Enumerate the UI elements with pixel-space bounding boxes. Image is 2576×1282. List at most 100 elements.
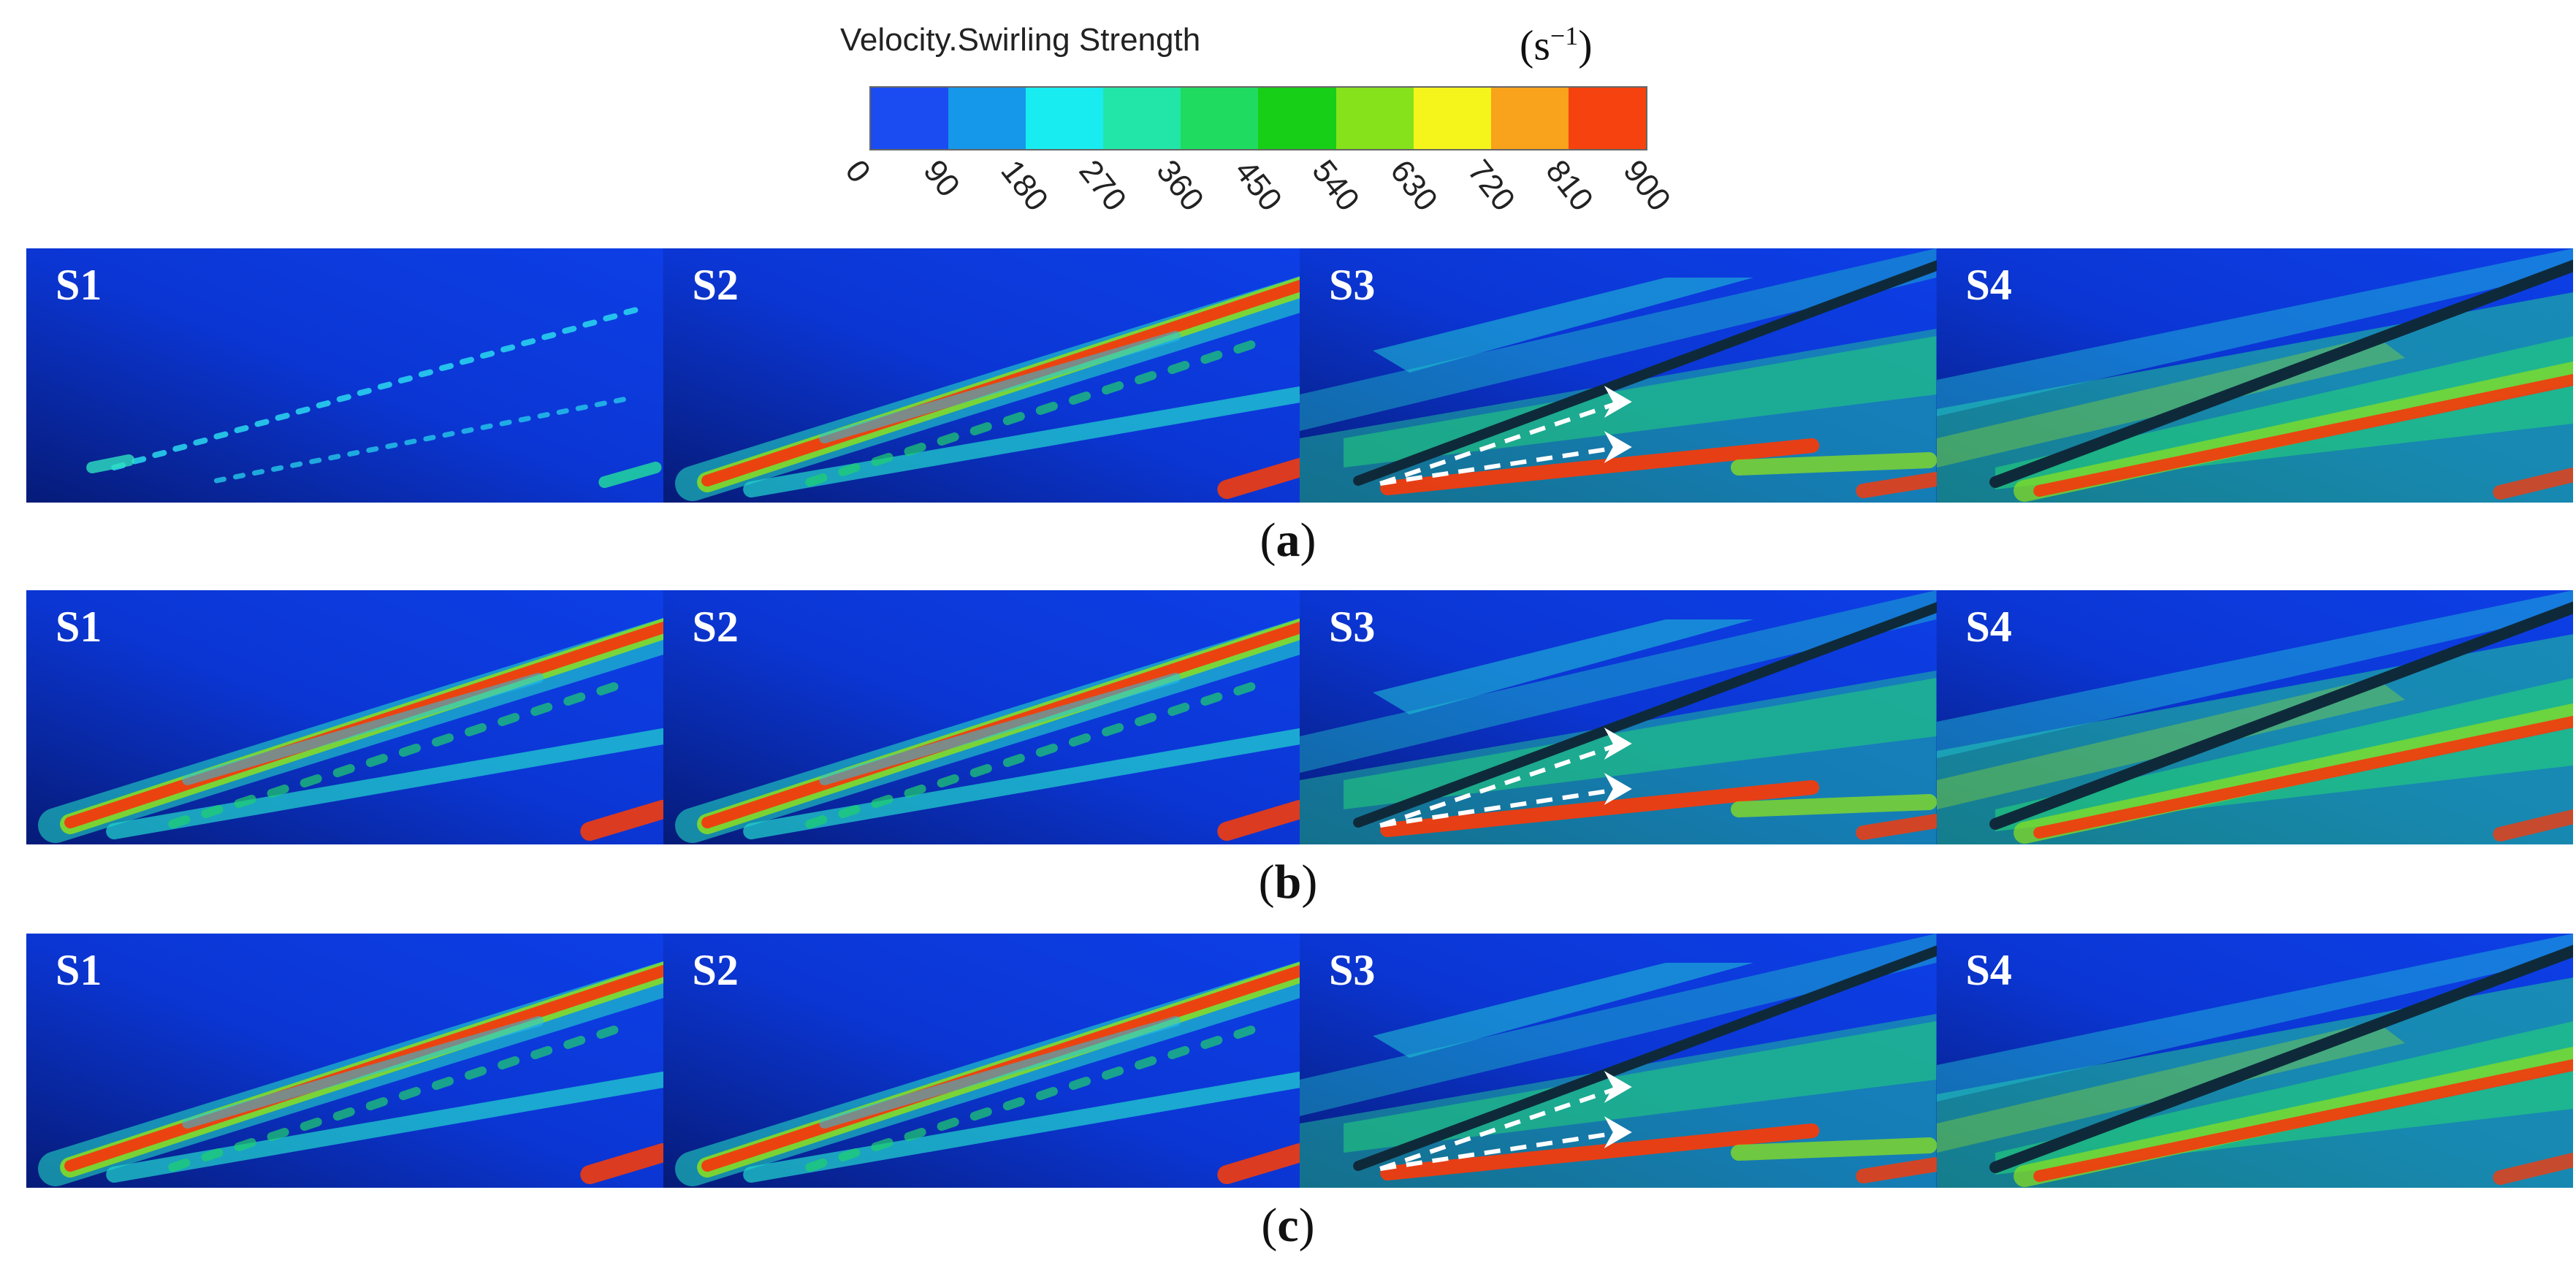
contour-panel-s2: S2	[663, 934, 1300, 1188]
vortex-region	[1936, 934, 2573, 1102]
vortex-streak	[580, 800, 663, 841]
figure-row-a: S1 S2 S3 S4	[26, 248, 2573, 503]
vortex-dot	[460, 356, 475, 365]
blade	[1353, 602, 1937, 828]
vortex-streak	[182, 673, 544, 785]
contour-plot	[663, 934, 1300, 1188]
vortex-dot	[332, 1107, 355, 1121]
vortex-dot	[300, 774, 322, 787]
vortex-dot	[969, 764, 992, 777]
vortex-dot	[365, 1097, 388, 1110]
vortex-dot	[596, 682, 619, 695]
vortex-dot	[267, 1128, 289, 1141]
vortex-streak	[1731, 452, 1937, 476]
vortex-streak	[1856, 472, 1937, 498]
contour-plot	[1936, 934, 2573, 1188]
contour-plot	[26, 934, 663, 1188]
vortex-streak	[86, 454, 135, 473]
vortex-dot	[442, 431, 455, 438]
vortex-streak	[2032, 374, 2573, 497]
colorbar-swatch	[1413, 88, 1491, 149]
vortex-dot	[295, 406, 310, 415]
contour-plot	[26, 248, 663, 503]
colorbar-swatch	[1181, 88, 1259, 149]
dashed-arrow	[1379, 1130, 1623, 1171]
vortex-dot	[365, 754, 388, 767]
colorbar-tick-label: 450	[1227, 153, 1289, 218]
vortex-dot	[837, 463, 860, 476]
vortex-dot	[804, 815, 827, 828]
vortex-dot	[398, 744, 421, 757]
vortex-dot	[1002, 754, 1025, 767]
vortex-dot	[498, 1056, 520, 1069]
vortex-dot	[232, 473, 246, 480]
vortex-dot	[1200, 1036, 1222, 1049]
contour-panel-s4: S4	[1936, 590, 2573, 844]
vortex-dot	[1068, 1077, 1091, 1090]
arrowhead-icon	[1604, 431, 1632, 463]
vortex-dot	[937, 1118, 959, 1131]
contour-plot	[26, 590, 663, 844]
contour-panel-s1: S1	[26, 590, 663, 844]
row-caption-c: (c)	[1261, 1199, 1315, 1252]
vortex-dot	[562, 326, 577, 334]
vortex-region	[1300, 590, 1937, 773]
contour-panel-s3: S3	[1300, 590, 1937, 844]
dashed-arrow	[1379, 445, 1623, 486]
arrowhead-icon	[1604, 773, 1632, 805]
panel-label: S1	[56, 946, 102, 994]
dashed-arrow	[1379, 741, 1623, 828]
vortex-dot	[1035, 402, 1058, 415]
vortex-dot	[1134, 371, 1156, 384]
arrowhead-icon	[1604, 386, 1632, 418]
vortex-streak	[2492, 468, 2573, 500]
vortex-streak	[2492, 1153, 2573, 1185]
vortex-dot	[521, 338, 536, 346]
vortex-streak	[2032, 716, 2573, 839]
vortex-dot	[1035, 744, 1058, 757]
vortex-dot	[168, 1159, 191, 1172]
panel-label: S2	[692, 603, 739, 651]
vortex-dot	[1101, 1067, 1124, 1080]
vortex-dot	[969, 422, 992, 435]
vortex-dot	[1232, 1026, 1255, 1039]
blade	[1989, 945, 2573, 1173]
vortex-dot	[465, 723, 487, 736]
contour-plot	[1300, 590, 1937, 844]
vortex-streak	[1731, 794, 1937, 817]
panel-label: S3	[1329, 946, 1376, 994]
vortex-dot	[385, 442, 398, 449]
colorbar-swatch	[1258, 88, 1336, 149]
vortex-dot	[423, 435, 436, 442]
vortex-dot	[254, 419, 270, 427]
vortex-dot	[1167, 1046, 1189, 1059]
vortex-dot	[332, 764, 355, 777]
contour-panel-s4: S4	[1936, 248, 2573, 503]
vortex-dot	[518, 416, 531, 423]
vortex-dot	[275, 413, 290, 421]
colorbar	[869, 86, 1647, 150]
vortex-dot	[1101, 723, 1124, 736]
vortex-streak	[2492, 809, 2573, 842]
colorbar-swatch	[871, 88, 949, 149]
vortex-dot	[904, 443, 926, 456]
vortex-dot	[804, 1159, 827, 1172]
contour-plot	[1300, 248, 1937, 503]
vortex-streak	[2032, 1059, 2573, 1182]
vortex-dot	[418, 369, 433, 378]
vortex-dot	[530, 703, 553, 716]
vortex-dot	[1035, 1087, 1058, 1100]
panel-label: S1	[56, 261, 102, 309]
vortex-dot	[937, 432, 959, 446]
vortex-dot	[234, 1138, 256, 1151]
contour-plot	[663, 248, 1300, 503]
panel-label: S4	[1965, 946, 2012, 994]
vortex-dot	[336, 394, 351, 402]
vortex-dot	[1167, 361, 1189, 374]
vortex-dot	[271, 465, 284, 472]
vortex-dot	[1200, 351, 1222, 364]
vortex-region	[1936, 248, 2573, 416]
colorbar-tick-label: 180	[994, 153, 1056, 218]
vortex-dot	[172, 443, 188, 452]
vortex-dot	[431, 1077, 454, 1090]
